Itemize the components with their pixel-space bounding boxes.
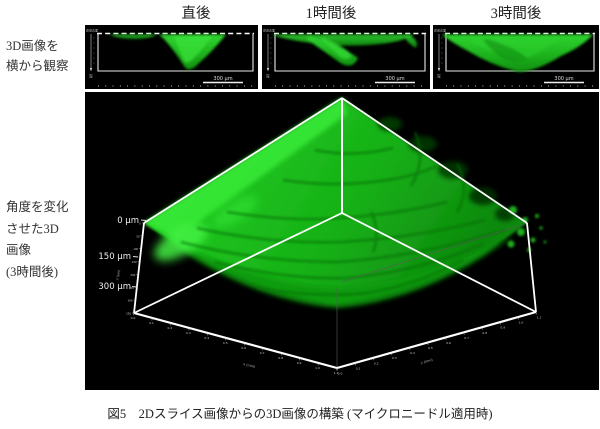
svg-text:300: 300 <box>127 299 132 303</box>
wireframe-box <box>133 97 537 370</box>
depth-axis-label: 深 <box>266 73 270 79</box>
svg-text:1.0: 1.0 <box>519 321 524 325</box>
panel-title-1-hour: 1時間後 <box>305 6 357 22</box>
depth-arrow-icon <box>266 68 270 72</box>
panel-title-immediately-after: 直後 <box>181 6 211 22</box>
svg-text:0.2: 0.2 <box>374 361 379 365</box>
skin-surface-axis-label: 皮膚表面 <box>86 28 98 33</box>
svg-text:0.6: 0.6 <box>241 346 246 350</box>
side-view-panel-1-hour: 皮膚表面 深 300 µm <box>262 25 430 89</box>
z-axis-major-ticks <box>131 219 147 288</box>
y-axis-ticks: 0.0 0.1 0.2 0.3 0.4 0.5 0.6 0.7 0.8 0.9 1.0 1.1 <box>336 311 542 376</box>
fluorescence-blob <box>442 34 593 72</box>
svg-text:0.3: 0.3 <box>186 331 191 335</box>
side-view-panel-3-hours: 皮膚表面 深 300 µm <box>433 25 599 89</box>
svg-text:0.2: 0.2 <box>168 326 173 330</box>
svg-text:0.3: 0.3 <box>392 356 397 360</box>
svg-text:200: 200 <box>130 273 135 277</box>
side-view-image-3: 皮膚表面 深 300 µm <box>434 28 595 87</box>
rotated-3d-render: 0 µm 150 µm 300 µm 0 50 100 150 200 250 300 350… <box>98 97 547 376</box>
svg-text:0.7: 0.7 <box>464 336 469 340</box>
figure-caption: 図5 2Dスライス画像からの3D画像の構築 (マイクロニードル適用時) <box>107 407 493 421</box>
svg-text:0.1: 0.1 <box>149 321 154 325</box>
depth-axis-ticks <box>441 37 443 64</box>
side-view-image-1: 皮膚表面 深 300 µm <box>86 28 254 87</box>
svg-text:0.4: 0.4 <box>204 336 209 340</box>
fluorescence-surface <box>144 98 547 308</box>
svg-text:0.4: 0.4 <box>410 351 415 355</box>
svg-text:0.0: 0.0 <box>338 372 343 376</box>
image-frame <box>97 33 254 72</box>
svg-text:250: 250 <box>129 286 134 290</box>
depth-arrow-icon <box>89 68 93 72</box>
svg-text:0.5: 0.5 <box>223 341 228 345</box>
svg-text:1.0: 1.0 <box>315 366 320 370</box>
z-axis-major-labels: 0 µm 150 µm 300 µm <box>98 216 139 292</box>
skin-surface-axis-label: 皮膚表面 <box>434 28 446 33</box>
svg-text:0.9: 0.9 <box>500 326 505 330</box>
wireframe-hidden-edges <box>336 222 528 368</box>
y-axis-label: y (mm) <box>420 358 434 365</box>
svg-text:0.8: 0.8 <box>278 356 283 360</box>
fluorescence-speckle <box>507 206 547 252</box>
x-axis-ticks: 0.0 0.1 0.2 0.3 0.4 0.5 0.6 0.7 0.8 0.9 1.0 1.1 <box>131 312 339 375</box>
z-label-150um: 150 µm <box>98 252 131 262</box>
svg-text:1.1: 1.1 <box>537 316 542 320</box>
svg-text:0.9: 0.9 <box>297 361 302 365</box>
side-view-image-2: 皮膚表面 深 300 µm <box>263 28 426 87</box>
scale-bar-label: 300 µm <box>554 76 573 82</box>
depth-axis-label: 深 <box>437 73 441 79</box>
fluorescence-blob <box>109 34 226 70</box>
depth-axis-ticks <box>270 37 272 64</box>
svg-text:0.8: 0.8 <box>482 331 487 335</box>
z-axis-ticks: 0 50 100 150 200 250 300 350 <box>126 222 144 316</box>
depth-axis-label: 深 <box>89 73 93 79</box>
svg-text:150: 150 <box>132 260 137 264</box>
skin-furrow-lines <box>180 131 506 296</box>
depth-arrow-icon <box>437 68 441 72</box>
svg-text:0: 0 <box>139 222 141 226</box>
svg-text:0.0: 0.0 <box>131 316 136 320</box>
z-label-0um: 0 µm <box>117 216 139 226</box>
svg-text:1.1: 1.1 <box>334 371 339 375</box>
depth-axis-ticks <box>93 37 95 64</box>
side-view-panel-immediately-after: 皮膚表面 深 300 µm <box>85 25 258 89</box>
panel-title-3-hours: 3時間後 <box>490 6 542 22</box>
z-axis-label: z (µm) <box>115 269 121 280</box>
rotated-view-row-label: 角度を変化 させた3D 画像 (3時間後) <box>6 200 69 279</box>
skin-surface-axis-label: 皮膚表面 <box>263 28 275 33</box>
fluorescence-blob <box>272 34 417 66</box>
rotated-3d-panel: 0 µm 150 µm 300 µm 0 50 100 150 200 250 300 350… <box>85 92 599 390</box>
z-label-300um: 300 µm <box>98 282 131 292</box>
svg-text:350: 350 <box>126 312 131 316</box>
svg-text:0.1: 0.1 <box>356 366 361 370</box>
svg-text:100: 100 <box>133 247 138 251</box>
side-view-row-label: 3D画像を 横から観察 <box>6 39 69 73</box>
svg-text:50: 50 <box>136 234 140 238</box>
scale-bar-label: 300 µm <box>213 76 232 82</box>
svg-text:0.6: 0.6 <box>446 341 451 345</box>
scale-bar-label: 300 µm <box>385 76 404 82</box>
svg-text:0.7: 0.7 <box>260 351 265 355</box>
svg-text:0.5: 0.5 <box>428 346 433 350</box>
image-frame <box>274 33 426 72</box>
x-axis-label: x (mm) <box>243 362 257 369</box>
